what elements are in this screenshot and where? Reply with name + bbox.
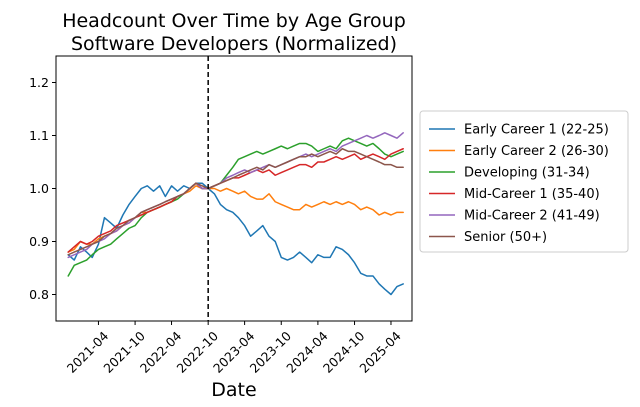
legend-entry: Mid-Career 1 (35-40): [464, 187, 600, 202]
legend-entry: Mid-Career 2 (41-49): [464, 209, 600, 224]
legend-entry: Early Career 2 (26-30): [464, 144, 609, 159]
series-line-2: [67, 137, 404, 277]
series-line-3: [67, 148, 404, 253]
chart-title-line-1: Headcount Over Time by Age Group: [62, 10, 406, 32]
y-tick-label: 0.9: [29, 234, 49, 249]
legend-frame: [419, 110, 629, 253]
y-tick-label: 1.2: [29, 75, 49, 90]
y-tick-label: 1.1: [29, 128, 49, 143]
legend-entry: Early Career 1 (22-25): [464, 123, 609, 138]
y-tick-label: 0.8: [29, 287, 49, 302]
legend: Early Career 1 (22-25) Early Career 2 (26…: [419, 110, 629, 253]
series-line-5: [67, 148, 404, 256]
y-tick-label: 1.0: [29, 181, 49, 196]
chart-title-line-2: Software Developers (Normalized): [71, 33, 397, 55]
axes-background: [56, 56, 412, 321]
x-axis-label: Date: [211, 379, 256, 401]
legend-entry: Developing (31-34): [464, 166, 590, 181]
legend-entry: Senior (50+): [464, 230, 547, 245]
series-line-0: [67, 182, 404, 296]
